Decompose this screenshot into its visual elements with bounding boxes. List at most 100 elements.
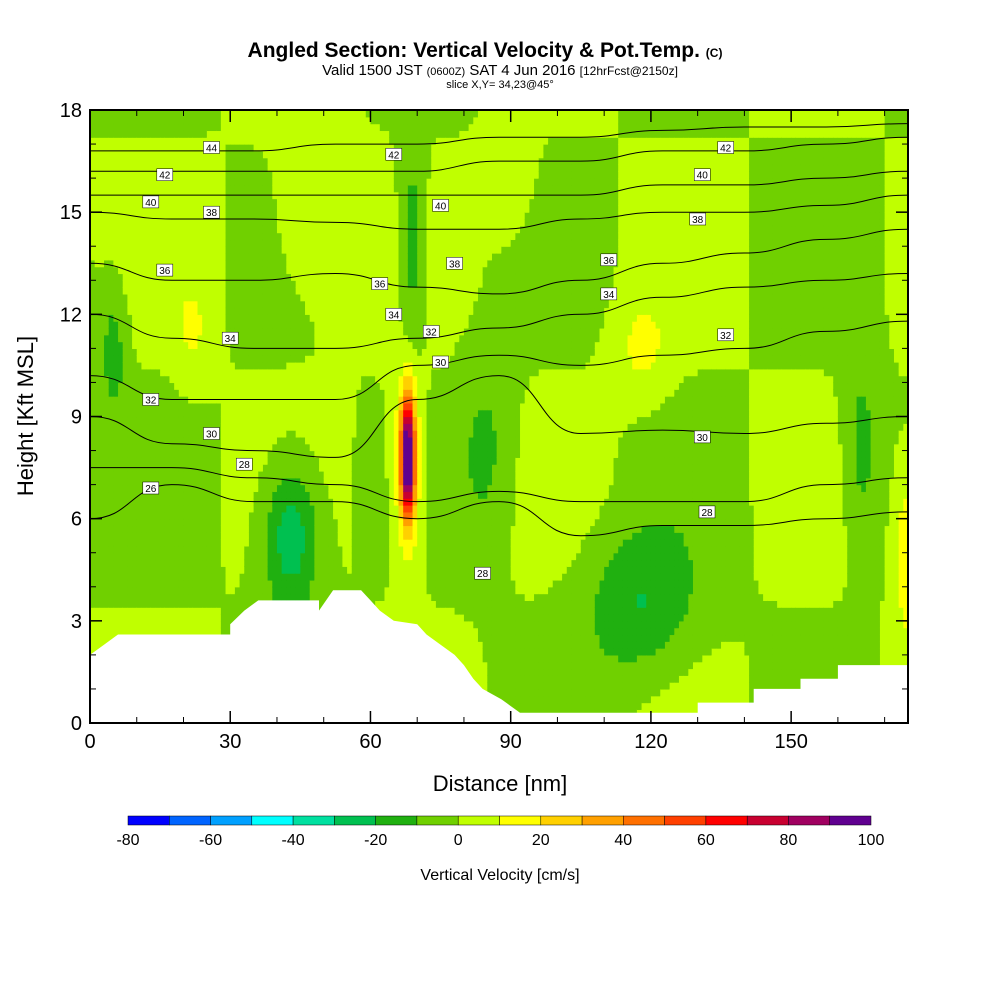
field-cell	[337, 505, 344, 513]
field-cell	[244, 470, 250, 479]
field-cell	[239, 552, 245, 561]
field-cell	[94, 116, 100, 125]
field-cell	[94, 144, 100, 152]
field-cell	[136, 157, 143, 166]
field-cell	[337, 416, 344, 424]
field-cell	[146, 505, 152, 513]
field-cell	[164, 246, 171, 254]
field-cell	[211, 545, 217, 554]
field-cell	[290, 470, 297, 479]
field-cell	[113, 307, 119, 315]
field-cell	[220, 430, 227, 438]
field-cell	[211, 416, 217, 424]
field-cell	[319, 443, 325, 452]
field-cell	[220, 389, 227, 397]
field-cell	[90, 532, 96, 540]
field-cell	[136, 334, 143, 343]
field-cell	[323, 416, 329, 424]
field-cell	[188, 218, 194, 227]
field-cell	[314, 218, 320, 227]
field-cell	[206, 198, 213, 206]
field-cell	[211, 539, 217, 547]
field-cell	[267, 436, 273, 445]
field-cell	[337, 178, 344, 186]
field-cell	[333, 423, 339, 431]
field-cell	[118, 253, 124, 261]
field-cell	[122, 389, 128, 397]
field-cell	[155, 566, 161, 574]
field-cell	[164, 184, 171, 193]
field-cell	[118, 123, 124, 132]
field-cell	[281, 164, 287, 172]
field-cell	[136, 436, 143, 445]
field-cell	[267, 416, 273, 424]
field-cell	[90, 198, 96, 206]
field-cell	[164, 586, 171, 595]
field-cell	[305, 450, 311, 458]
field-cell	[267, 273, 273, 281]
field-cell	[220, 218, 227, 227]
field-cell	[188, 559, 194, 567]
field-cell	[211, 389, 217, 397]
field-cell	[333, 157, 339, 166]
field-cell	[342, 205, 348, 213]
field-cell	[150, 355, 157, 363]
field-cell	[90, 144, 96, 152]
field-cell	[319, 348, 325, 356]
field-cell	[132, 402, 138, 411]
field-cell	[164, 327, 171, 336]
field-cell	[300, 212, 306, 220]
field-cell	[305, 246, 311, 254]
field-cell	[150, 110, 157, 118]
field-cell	[99, 436, 105, 445]
field-cell	[272, 293, 278, 302]
field-cell	[90, 355, 96, 363]
field-cell	[262, 579, 269, 588]
field-cell	[295, 579, 301, 588]
field-cell	[323, 287, 329, 295]
field-cell	[169, 375, 175, 384]
field-cell	[160, 348, 166, 356]
field-cell	[155, 511, 161, 520]
field-cell	[323, 198, 329, 206]
field-cell	[136, 116, 143, 125]
field-cell	[234, 579, 241, 588]
field-cell	[141, 375, 147, 384]
field-cell	[136, 600, 143, 608]
field-cell	[211, 552, 217, 561]
field-cell	[305, 375, 311, 384]
field-cell	[342, 293, 348, 302]
field-cell	[104, 362, 110, 370]
field-cell	[272, 355, 278, 363]
field-cell	[281, 178, 287, 186]
field-cell	[122, 457, 128, 465]
field-cell	[206, 402, 213, 411]
field-cell	[342, 157, 348, 166]
field-cell	[234, 225, 241, 234]
field-cell	[192, 423, 199, 431]
field-cell	[309, 150, 315, 159]
field-cell	[132, 218, 138, 227]
field-cell	[309, 436, 315, 445]
field-cell	[136, 164, 143, 172]
field-cell	[244, 389, 250, 397]
field-cell	[248, 321, 255, 329]
field-cell	[183, 457, 189, 465]
field-cell	[146, 511, 152, 520]
field-cell	[276, 579, 283, 588]
field-cell	[164, 552, 171, 561]
field-cell	[276, 314, 283, 322]
field-cell	[183, 593, 189, 601]
field-cell	[314, 123, 320, 132]
field-cell	[94, 402, 100, 411]
field-cell	[234, 505, 241, 513]
field-cell	[174, 511, 180, 520]
field-cell	[248, 477, 255, 486]
field-cell	[272, 505, 278, 513]
field-cell	[262, 171, 269, 179]
field-cell	[178, 614, 185, 622]
field-cell	[220, 362, 227, 370]
field-cell	[230, 389, 236, 397]
field-cell	[337, 137, 344, 145]
field-cell	[122, 205, 128, 213]
